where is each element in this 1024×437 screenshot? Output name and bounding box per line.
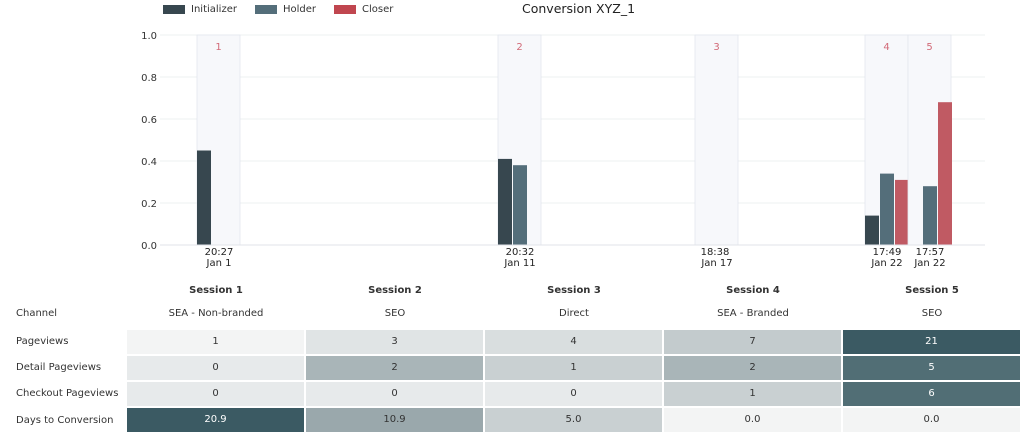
bar-initializer [197,150,211,245]
pageviews-cell: 1 [127,330,304,354]
x-tick-time: 17:57 [916,247,945,258]
legend-label-initializer: Initializer [191,4,237,15]
detail-pageviews-cell: 2 [664,356,841,380]
session-header-1: Session 1 [189,285,243,296]
legend-item-closer: Closer [334,4,393,15]
bar-holder [513,165,527,245]
legend-label-holder: Holder [282,4,316,15]
checkout-pageviews-cell: 1 [664,382,841,406]
session-header-3: Session 3 [547,285,601,296]
legend-swatch-closer [334,5,356,14]
days-to-conversion-cell: 10.9 [306,408,483,432]
x-tick-time: 20:27 [205,247,234,258]
legend-item-holder: Holder [254,4,316,15]
y-tick-label: 0.0 [141,241,157,252]
days-to-conversion-cell: 0.0 [843,408,1020,432]
session-number-label: 5 [926,42,932,53]
x-tick-time: 18:38 [701,247,730,258]
x-tick-date: Jan 17 [700,258,732,269]
checkout-pageviews-cell: 0 [306,382,483,406]
x-tick-date: Jan 11 [503,258,535,269]
bar-closer [895,179,909,245]
session-header-5: Session 5 [905,285,959,296]
y-tick-label: 0.8 [141,73,157,84]
days-to-conversion-cell: 20.9 [127,408,304,432]
y-tick-label: 1.0 [141,31,157,42]
channel-cell-5: SEO [921,308,943,319]
detail-pageviews-cell: 0 [127,356,304,380]
detail-pageviews-cell: 5 [843,356,1020,380]
row-label-channel: Channel [16,308,58,319]
bar-holder [880,173,894,245]
session-number-label: 4 [883,42,889,53]
row-label-pageviews: Pageviews [16,336,69,347]
pageviews-cell: 7 [664,330,841,354]
channel-cell-4: SEA - Branded [717,308,789,319]
channel-cell-2: SEO [384,308,406,319]
x-tick-time: 17:49 [873,247,902,258]
session-number-label: 2 [516,42,522,53]
bar-initializer [498,158,512,245]
chart-title: Conversion XYZ_1 [522,1,636,16]
pageviews-cell: 4 [485,330,662,354]
checkout-pageviews-cell: 0 [127,382,304,406]
days-to-conversion-cell: 0.0 [664,408,841,432]
row-label-checkout-pageviews: Checkout Pageviews [16,388,119,399]
y-tick-label: 0.6 [141,115,157,126]
channel-cell-3: Direct [559,308,589,319]
session-number-label: 3 [713,42,719,53]
legend-label-closer: Closer [362,4,394,15]
row-label-detail-pageviews: Detail Pageviews [16,362,102,373]
x-tick-date: Jan 22 [870,258,902,269]
checkout-pageviews-cell: 6 [843,382,1020,406]
row-label-days-to-conversion: Days to Conversion [16,415,114,426]
session-band [694,34,739,246]
detail-pageviews-cell: 2 [306,356,483,380]
x-tick-date: Jan 22 [913,258,945,269]
bar-closer [938,102,952,245]
legend-swatch-holder [254,5,277,14]
session-header-2: Session 2 [368,285,422,296]
y-tick-label: 0.4 [141,157,157,168]
legend-swatch-initializer [163,5,185,14]
pageviews-cell: 21 [843,330,1020,354]
days-to-conversion-cell: 5.0 [485,408,662,432]
legend-item-initializer: Initializer [163,4,237,15]
chart-legend: Initializer Holder Closer [163,4,393,15]
channel-cell-1: SEA - Non-branded [168,308,264,319]
x-tick-date: Jan 1 [206,258,232,269]
x-tick-time: 20:32 [506,247,535,258]
checkout-pageviews-cell: 0 [485,382,662,406]
session-header-4: Session 4 [726,285,780,296]
pageviews-cell: 3 [306,330,483,354]
session-number-label: 1 [215,42,221,53]
detail-pageviews-cell: 1 [485,356,662,380]
bar-holder [923,186,937,245]
y-tick-label: 0.2 [141,199,157,210]
bar-initializer [865,215,879,245]
